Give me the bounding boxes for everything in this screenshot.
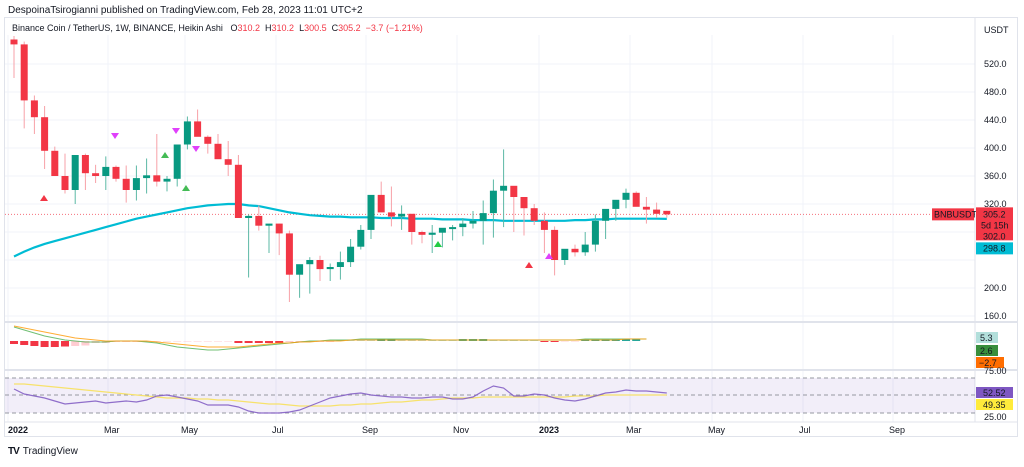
svg-text:360.0: 360.0 <box>984 171 1007 181</box>
svg-text:2023: 2023 <box>539 425 559 435</box>
svg-text:440.0: 440.0 <box>984 115 1007 125</box>
candles <box>10 36 671 302</box>
svg-text:160.0: 160.0 <box>984 311 1007 321</box>
svg-text:305.2: 305.2 <box>983 209 1006 219</box>
svg-text:Nov: Nov <box>453 425 470 435</box>
svg-text:May: May <box>708 425 726 435</box>
rsi-line <box>13 385 667 414</box>
open-value: 310.2 <box>237 23 260 33</box>
close-value: 305.2 <box>338 23 361 33</box>
signal-up-marker <box>182 185 190 191</box>
svg-text:520.0: 520.0 <box>984 59 1007 69</box>
svg-text:400.0: 400.0 <box>984 143 1007 153</box>
signal-down-marker <box>172 128 180 134</box>
signal-up-marker <box>545 253 553 259</box>
svg-text:25.00: 25.00 <box>984 412 1007 422</box>
svg-text:2022: 2022 <box>8 425 28 435</box>
svg-text:5d 15h: 5d 15h <box>981 220 1009 230</box>
signal-line <box>13 325 647 348</box>
svg-text:480.0: 480.0 <box>984 87 1007 97</box>
tradingview-logo[interactable]: TV TradingView <box>8 446 78 457</box>
svg-text:−2.7: −2.7 <box>979 358 997 368</box>
moving-average-line <box>13 202 667 258</box>
signal-up-marker <box>434 241 442 247</box>
svg-text:BNBUSDT: BNBUSDT <box>934 209 978 219</box>
macd-line <box>13 326 647 351</box>
rsi-pane: 75.00 52.52 49.35 25.00 <box>5 366 1013 422</box>
svg-text:Jul: Jul <box>272 425 284 435</box>
svg-text:49.35: 49.35 <box>983 400 1006 410</box>
high-value: 310.2 <box>271 23 295 33</box>
currency-label: USDT <box>984 25 1009 35</box>
published-line: DespoinaTsirogianni published on Trading… <box>8 5 363 16</box>
low-value: 300.5 <box>304 23 327 33</box>
svg-text:Sep: Sep <box>362 425 378 435</box>
symbol-description: Binance Coin / TetherUS, 1W, BINANCE, He… <box>12 23 223 33</box>
svg-text:Mar: Mar <box>626 425 642 435</box>
signal-up-marker <box>161 152 169 158</box>
svg-text:298.8: 298.8 <box>983 243 1006 253</box>
chart-frame <box>4 17 1018 437</box>
svg-text:Sep: Sep <box>889 425 905 435</box>
svg-text:May: May <box>181 425 199 435</box>
rsi-ma-line <box>14 383 667 407</box>
chart-legend: Binance Coin / TetherUS, 1W, BINANCE, He… <box>12 23 423 33</box>
svg-text:52.52: 52.52 <box>983 388 1006 398</box>
svg-text:Mar: Mar <box>104 425 120 435</box>
signal-up-marker <box>40 195 48 201</box>
svg-text:75.00: 75.00 <box>984 366 1007 376</box>
svg-text:200.0: 200.0 <box>984 283 1007 293</box>
time-axis[interactable]: 2022 Mar May Jul Sep Nov 2023 Mar May Jul Sep <box>8 425 905 435</box>
signal-down-marker <box>192 146 200 152</box>
svg-text:320.0: 320.0 <box>984 199 1007 209</box>
svg-text:Jul: Jul <box>799 425 811 435</box>
price-axis[interactable]: USDT 520.0 480.0 440.0 400.0 360.0 320.0 200.0 1… <box>984 25 1009 321</box>
brand-name: TradingView <box>22 446 78 457</box>
svg-text:5.3: 5.3 <box>980 333 993 343</box>
svg-text:2.6: 2.6 <box>980 346 993 356</box>
signal-down-marker <box>111 133 119 139</box>
change-value: −3.7 (−1.21%) <box>365 23 423 33</box>
tv-logo-icon: TV <box>8 446 20 457</box>
signal-up-marker <box>525 262 533 268</box>
svg-text:302.0: 302.0 <box>983 231 1006 241</box>
macd-pane: 5.3 2.6 −2.7 <box>10 325 1004 368</box>
